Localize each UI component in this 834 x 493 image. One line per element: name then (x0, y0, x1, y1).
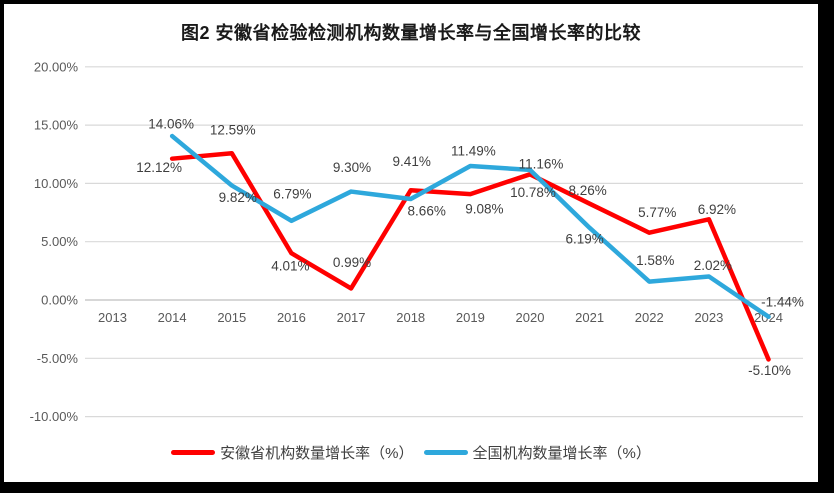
svg-text:2022: 2022 (635, 310, 664, 325)
svg-text:9.82%: 9.82% (219, 190, 257, 205)
svg-text:4.01%: 4.01% (271, 259, 309, 274)
svg-text:20.00%: 20.00% (34, 59, 79, 74)
svg-text:6.19%: 6.19% (565, 231, 603, 246)
svg-text:2019: 2019 (456, 310, 485, 325)
svg-text:6.92%: 6.92% (698, 202, 736, 217)
chart-legend: 安徽省机构数量增长率（%） 全国机构数量增长率（%） (4, 442, 818, 463)
svg-text:5.00%: 5.00% (41, 234, 78, 249)
svg-text:10.78%: 10.78% (510, 185, 556, 200)
svg-text:11.49%: 11.49% (451, 144, 496, 159)
svg-text:14.06%: 14.06% (148, 117, 194, 132)
svg-text:5.77%: 5.77% (638, 205, 676, 220)
chart-title: 图2 安徽省检验检测机构数量增长率与全国增长率的比较 (180, 23, 641, 43)
svg-text:2023: 2023 (694, 310, 723, 325)
svg-text:2021: 2021 (575, 310, 604, 325)
svg-text:2013: 2013 (98, 310, 127, 325)
svg-text:2017: 2017 (337, 310, 366, 325)
chart-canvas: 图2 安徽省检验检测机构数量增长率与全国增长率的比较 20.00% 15.00% 1… (4, 4, 818, 482)
svg-text:2018: 2018 (396, 310, 425, 325)
svg-text:8.26%: 8.26% (568, 183, 606, 198)
svg-text:9.30%: 9.30% (333, 160, 371, 175)
plot-area: 20.00% 15.00% 10.00% 5.00% 0.00% -5.00% -10.00… (30, 59, 804, 424)
legend-swatch-national-icon (423, 450, 468, 455)
svg-text:2020: 2020 (516, 310, 545, 325)
svg-text:2014: 2014 (158, 310, 187, 325)
legend-item-anhui: 安徽省机构数量增长率（%） (171, 442, 414, 463)
legend-label-anhui: 安徽省机构数量增长率（%） (220, 445, 414, 462)
svg-text:0.00%: 0.00% (41, 293, 78, 308)
svg-text:10.00%: 10.00% (34, 176, 79, 191)
svg-text:12.12%: 12.12% (136, 160, 182, 175)
svg-text:-5.00%: -5.00% (37, 351, 79, 366)
svg-text:6.79%: 6.79% (273, 186, 311, 201)
svg-text:15.00%: 15.00% (34, 118, 79, 133)
legend-item-national: 全国机构数量增长率（%） (423, 442, 651, 463)
svg-text:-1.44%: -1.44% (761, 294, 804, 309)
svg-text:9.41%: 9.41% (393, 154, 431, 169)
svg-text:11.16%: 11.16% (519, 156, 564, 171)
svg-text:0.99%: 0.99% (333, 255, 371, 270)
svg-text:9.08%: 9.08% (465, 202, 503, 217)
legend-swatch-anhui-icon (171, 450, 216, 455)
svg-text:2.02%: 2.02% (694, 258, 732, 273)
legend-label-national: 全国机构数量增长率（%） (472, 445, 651, 462)
svg-text:-5.10%: -5.10% (748, 363, 791, 378)
svg-text:12.59%: 12.59% (210, 123, 256, 138)
svg-text:2016: 2016 (277, 310, 306, 325)
svg-text:2015: 2015 (217, 310, 246, 325)
svg-text:8.66%: 8.66% (408, 204, 446, 219)
svg-text:1.58%: 1.58% (636, 253, 674, 268)
svg-text:-10.00%: -10.00% (30, 409, 79, 424)
